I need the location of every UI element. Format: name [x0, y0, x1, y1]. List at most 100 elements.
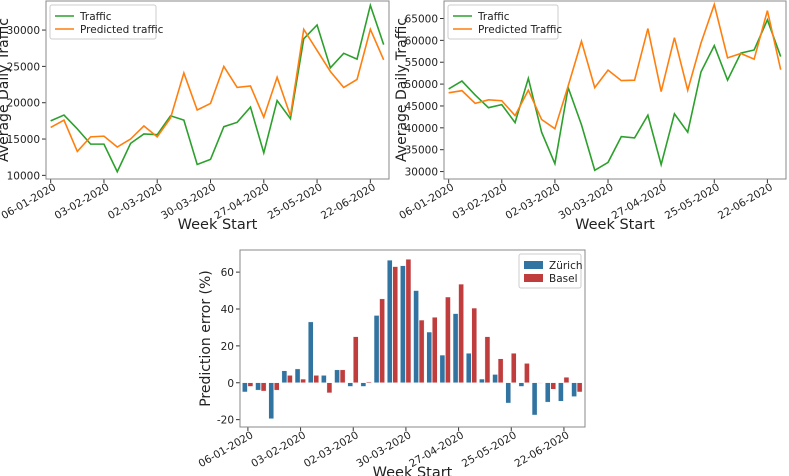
bar-basel	[313, 375, 319, 383]
bar-zurich	[426, 331, 432, 383]
bar-basel	[537, 382, 543, 384]
bar-basel	[392, 266, 398, 383]
bar-zurich	[360, 382, 367, 387]
x-tick-label: 27-04-2020	[407, 429, 466, 470]
y-tick-label: 55000	[405, 57, 438, 69]
y-tick-label: 30000	[405, 167, 438, 179]
bar-zurich	[571, 382, 577, 397]
legend-label: Predicted traffic	[80, 24, 164, 36]
bar-basel	[260, 382, 267, 392]
plot-frame	[443, 0, 787, 180]
bar-basel	[379, 298, 385, 383]
x-tick-label: 03-02-2020	[249, 429, 308, 470]
x-axis-label: Week Start	[575, 217, 655, 233]
x-tick-label: 06-01-2020	[0, 181, 58, 222]
bar-zurich	[255, 382, 261, 391]
bar-basel	[247, 382, 254, 387]
series-line-traffic	[448, 17, 782, 172]
legend-label: Zürich	[549, 260, 583, 272]
bar-zurich	[308, 321, 314, 383]
x-tick-label: 27-04-2020	[212, 181, 271, 222]
bar-basel	[484, 336, 491, 383]
bar-basel	[353, 336, 359, 383]
series-line-predicted-traffic	[448, 1, 782, 130]
legend-swatch	[524, 261, 543, 269]
plot-frame	[45, 0, 390, 180]
x-tick-label: 30-03-2020	[557, 181, 616, 222]
bar-zurich	[545, 382, 551, 403]
legend-box	[447, 4, 559, 40]
x-tick-label: 03-02-2020	[53, 181, 112, 222]
bar-basel	[287, 375, 293, 383]
bar-zurich	[518, 382, 525, 387]
y-axis-label: Prediction error (%)	[198, 270, 214, 407]
legend-label: Traffic	[477, 11, 510, 23]
x-tick-label: 02-03-2020	[106, 181, 165, 222]
chart-1: 10000 15000 20000 25000 30000 06-01-202003-02…	[0, 0, 390, 233]
y-tick-label: 15000	[7, 134, 40, 146]
bar-basel	[576, 382, 583, 393]
legend-label: Predicted Traffic	[478, 24, 562, 36]
y-axis-label: Average Daily Traffic	[394, 18, 410, 162]
bar-basel	[471, 307, 477, 383]
y-tick-label: 65000	[405, 13, 438, 25]
bar-basel	[366, 381, 372, 383]
y-tick-label: -20	[217, 415, 234, 427]
plot-frame	[239, 249, 586, 428]
bar-zurich	[281, 370, 288, 383]
bar-zurich	[558, 382, 564, 402]
bar-zurich	[413, 290, 419, 383]
series-line-traffic	[50, 2, 385, 174]
bar-basel	[405, 259, 412, 383]
x-axis-label: Week Start	[373, 465, 453, 476]
bar-basel	[418, 319, 425, 383]
bar-basel	[511, 353, 517, 383]
x-tick-label: 22-06-2020	[513, 429, 572, 470]
chart-2: 30000 35000 40000 45000 50000 55000 60000 65000…	[394, 0, 787, 233]
y-tick-label: 40	[221, 304, 234, 316]
bar-zurich	[373, 315, 380, 383]
bar-zurich	[347, 382, 353, 387]
x-tick-label: 30-03-2020	[355, 429, 414, 470]
x-tick-label: 25-05-2020	[663, 181, 722, 222]
x-tick-label: 06-01-2020	[197, 429, 256, 470]
x-axis-label: Week Start	[178, 217, 258, 233]
bar-zurich	[321, 375, 327, 383]
y-tick-label: 60	[221, 267, 234, 279]
y-tick-label: 25000	[7, 61, 40, 73]
bar-zurich	[400, 265, 406, 383]
bar-zurich	[334, 369, 340, 383]
x-tick-label: 02-03-2020	[302, 429, 361, 470]
x-tick-label: 06-01-2020	[397, 181, 456, 222]
x-tick-label: 27-04-2020	[610, 181, 669, 222]
y-tick-label: 50000	[405, 79, 438, 91]
x-tick-label: 30-03-2020	[159, 181, 218, 222]
bar-zurich	[242, 382, 248, 393]
bar-basel	[432, 317, 438, 383]
bar-basel	[300, 378, 306, 383]
y-axis-label: Average Daily Traffic	[0, 18, 12, 162]
x-tick-label: 25-05-2020	[266, 181, 325, 222]
bar-basel	[326, 382, 333, 394]
y-tick-label: 20000	[7, 98, 40, 110]
x-tick-label: 22-06-2020	[716, 181, 775, 222]
bar-zurich	[294, 368, 301, 383]
bar-zurich	[492, 374, 498, 383]
bar-zurich	[452, 313, 459, 383]
y-tick-label: 0	[227, 378, 234, 390]
bar-basel	[339, 369, 346, 383]
bar-basel	[550, 382, 556, 390]
x-tick-label: 25-05-2020	[460, 429, 519, 470]
y-tick-label: 20	[221, 341, 234, 353]
bar-basel	[524, 363, 530, 383]
bar-zurich	[439, 354, 446, 383]
x-tick-label: 02-03-2020	[504, 181, 563, 222]
y-tick-label: 10000	[7, 170, 40, 182]
bar-basel	[563, 377, 570, 383]
y-tick-label: 40000	[405, 123, 438, 135]
bar-zurich	[531, 382, 538, 416]
